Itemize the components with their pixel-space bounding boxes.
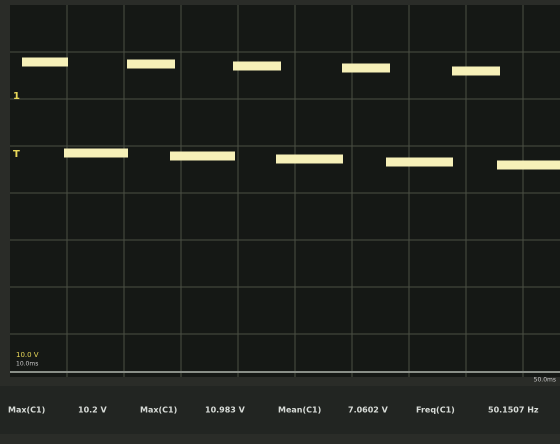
measurement-name: Freq(C1) — [416, 406, 455, 415]
measurement-value: 10.983 V — [205, 406, 246, 415]
measurement-name: Max(C1) — [8, 406, 45, 415]
oscilloscope: 1 T 10.0 V 10.0ms 50.0ms Max(C1) 10.2 V Ma… — [0, 0, 560, 444]
channel-marker: 1 — [13, 91, 20, 102]
measurement-value: 50.1507 Hz — [488, 406, 539, 415]
screen — [10, 5, 560, 377]
timebase-label: 50.0ms — [534, 377, 556, 384]
measurement-name: Mean(C1) — [278, 406, 321, 415]
measurement-name: Max(C1) — [140, 406, 177, 415]
scale-label: 10.0 V — [16, 351, 39, 359]
measurement-value: 7.0602 V — [348, 406, 389, 415]
trigger-marker: T — [13, 149, 20, 160]
measurement-value: 10.2 V — [78, 406, 108, 415]
time-label: 10.0ms — [16, 361, 38, 368]
